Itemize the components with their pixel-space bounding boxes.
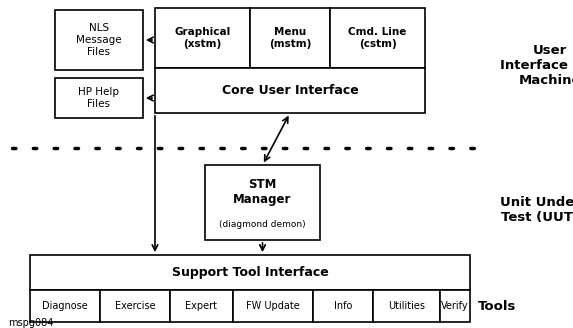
- Text: Utilities: Utilities: [388, 301, 425, 311]
- Bar: [250, 8, 330, 68]
- Bar: [30, 290, 100, 322]
- Bar: [205, 165, 320, 240]
- Bar: [55, 78, 143, 118]
- Text: Info: Info: [334, 301, 352, 311]
- Text: FW Update: FW Update: [246, 301, 300, 311]
- Bar: [233, 290, 313, 322]
- Bar: [30, 255, 470, 290]
- Text: Cmd. Line
(cstm): Cmd. Line (cstm): [348, 27, 407, 49]
- Text: STM
Manager: STM Manager: [233, 178, 292, 207]
- Bar: [440, 290, 470, 322]
- Text: Verify: Verify: [441, 301, 469, 311]
- Bar: [100, 290, 170, 322]
- Text: Support Tool Interface: Support Tool Interface: [172, 266, 328, 279]
- Text: User
Interface (UI)
Machine: User Interface (UI) Machine: [500, 44, 573, 87]
- Text: Menu
(mstm): Menu (mstm): [269, 27, 311, 49]
- Bar: [170, 290, 233, 322]
- Text: Diagnose: Diagnose: [42, 301, 88, 311]
- Text: (diagmond demon): (diagmond demon): [219, 220, 306, 229]
- Bar: [373, 290, 440, 322]
- Text: Expert: Expert: [186, 301, 218, 311]
- Text: Unit Under
Test (UUT): Unit Under Test (UUT): [500, 196, 573, 224]
- Text: Exercise: Exercise: [115, 301, 155, 311]
- Bar: [155, 68, 425, 113]
- Bar: [313, 290, 373, 322]
- Text: NLS
Message
Files: NLS Message Files: [76, 23, 122, 57]
- Text: Tools: Tools: [478, 299, 516, 313]
- Bar: [55, 10, 143, 70]
- Text: Graphical
(xstm): Graphical (xstm): [174, 27, 230, 49]
- Text: Core User Interface: Core User Interface: [222, 84, 358, 97]
- Text: mspg084: mspg084: [8, 318, 53, 328]
- Bar: [155, 8, 250, 68]
- Bar: [330, 8, 425, 68]
- Text: HP Help
Files: HP Help Files: [79, 87, 120, 109]
